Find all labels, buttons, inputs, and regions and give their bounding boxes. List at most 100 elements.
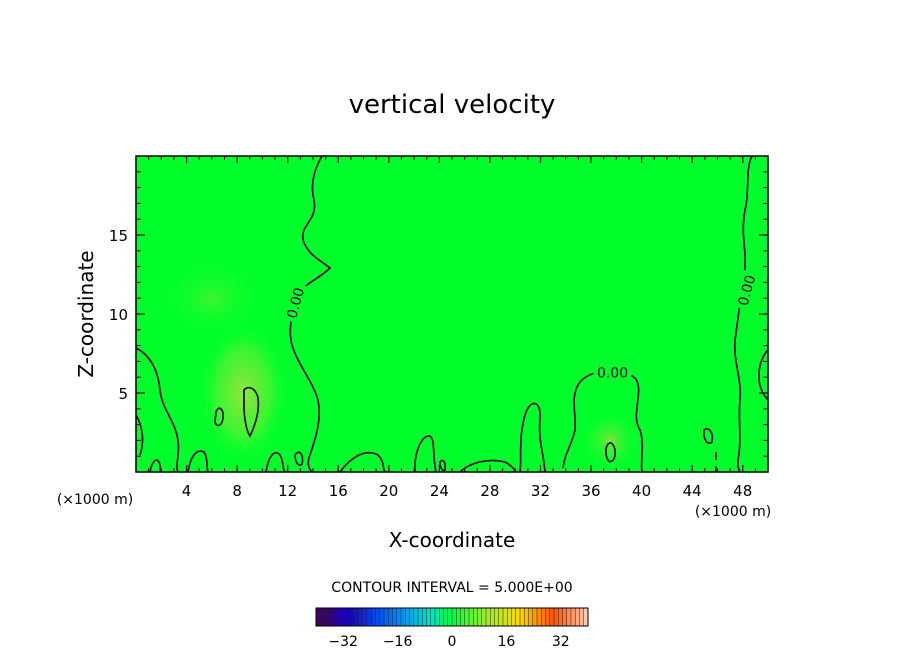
colorbar-cell [486, 608, 491, 626]
colorbar-tick-label: 32 [552, 634, 570, 650]
x-tick-label: 24 [430, 482, 449, 500]
colorbar-cell [435, 608, 440, 626]
colorbar-cell [571, 608, 576, 626]
colorbar-cell [575, 608, 580, 626]
colorbar-cell [583, 608, 589, 626]
colorbar-cell [477, 608, 483, 626]
contour-labels: 0.00 0.00 0.00 [280, 269, 760, 381]
contour-label-bg [280, 281, 308, 324]
x-tick-label: 20 [379, 482, 398, 500]
contour-line [758, 349, 768, 401]
y-axis-ticks: 5 10 15 [109, 171, 768, 457]
colorbar-cell [324, 608, 330, 626]
colorbar-cell [473, 608, 478, 626]
chart-title: vertical velocity [349, 90, 556, 120]
colorbar-cell [447, 608, 453, 626]
colorbar-cell [409, 608, 415, 626]
contour-line [243, 386, 260, 438]
contour-line [439, 459, 446, 472]
x-tick-label: 44 [683, 482, 702, 500]
colorbar-cell [494, 608, 500, 626]
colorbar-cell [528, 608, 534, 626]
contour-label-group: 0.00 [731, 269, 760, 311]
colorbar-cell [345, 608, 351, 626]
contour-line [214, 407, 224, 427]
warm-patch [161, 258, 263, 338]
colorbar-cell [371, 608, 376, 626]
contour-label-group: 0.00 [593, 362, 632, 381]
colorbar-cell [426, 608, 432, 626]
colorbar-cell [507, 608, 512, 626]
warm-patch [578, 408, 642, 472]
y-tick-label: 10 [109, 306, 128, 324]
colorbar-cell [422, 608, 427, 626]
contour-label: 0.00 [284, 286, 308, 320]
colorbar [315, 608, 589, 626]
contour-label-bg [731, 269, 760, 311]
contour-interval-label: CONTOUR INTERVAL = 5.000E+00 [331, 580, 572, 596]
x-tick-label: 4 [182, 482, 192, 500]
x-axis-unit-left: (×1000 m) [57, 492, 133, 508]
colorbar-cell [515, 608, 521, 626]
contour-line [519, 402, 546, 472]
colorbar-cell [401, 608, 406, 626]
colorbar-cell [503, 608, 508, 626]
colorbar-cell [354, 608, 359, 626]
colorbar-tick-label: −16 [383, 634, 413, 650]
colorbar-cell [418, 608, 423, 626]
colorbar-cell [341, 608, 347, 626]
contour-line [605, 442, 616, 463]
colorbar-cell [464, 608, 470, 626]
colorbar-cell [579, 608, 585, 626]
colorbar-cell [375, 608, 381, 626]
colorbar-cell [379, 608, 385, 626]
colorbar-tick-label: −32 [328, 634, 358, 650]
contour-line [136, 414, 144, 456]
colorbar-cell [430, 608, 436, 626]
colorbar-cell [511, 608, 517, 626]
colorbar-cell [549, 608, 555, 626]
x-axis-unit-right: (×1000 m) [695, 504, 771, 520]
colorbar-cell [490, 608, 495, 626]
x-axis-ticks: 4 8 12 16 20 24 28 32 36 40 44 48 [148, 156, 756, 500]
x-axis-label: X-coordinate [389, 528, 516, 552]
colorbar-cell [524, 608, 529, 626]
x-tick-label: 32 [531, 482, 550, 500]
y-tick-label: 5 [118, 385, 128, 403]
colorbar-cell [362, 608, 368, 626]
colorbar-cell [554, 608, 559, 626]
contour-label-bg [593, 362, 632, 381]
x-tick-label: 12 [278, 482, 297, 500]
colorbar-cell [481, 608, 487, 626]
colorbar-cell [396, 608, 402, 626]
colorbar-cell [443, 608, 449, 626]
plot-area: 0.00 0.00 0.00 [136, 156, 768, 472]
colorbar-cell [316, 608, 321, 626]
colorbar-cell [350, 608, 355, 626]
colorbar-frame [315, 607, 589, 627]
colorbar-cell [537, 608, 542, 626]
colorbar-cell [358, 608, 364, 626]
colorbar-cell [388, 608, 393, 626]
y-axis-label: Z-coordinate [74, 250, 98, 377]
colorbar-cell [384, 608, 389, 626]
x-tick-label: 48 [733, 482, 752, 500]
contour-line [414, 435, 437, 472]
contour-label: 0.00 [736, 273, 760, 307]
colorbar-cell [405, 608, 410, 626]
colorbar-cell [392, 608, 398, 626]
colorbar-cell [545, 608, 551, 626]
x-tick-label: 36 [581, 482, 600, 500]
contour-line [294, 451, 304, 467]
contour-line [339, 451, 386, 472]
colorbar-cell [566, 608, 572, 626]
x-tick-label: 40 [632, 482, 651, 500]
contour-line [136, 347, 180, 472]
colorbar-cell [460, 608, 466, 626]
colorbar-cell [320, 608, 325, 626]
colorbar-ticks: −32 −16 0 16 32 [328, 634, 569, 650]
contour-label: 0.00 [597, 365, 628, 381]
colorbar-cell [413, 608, 419, 626]
contour-label-group: 0.00 [280, 281, 308, 324]
